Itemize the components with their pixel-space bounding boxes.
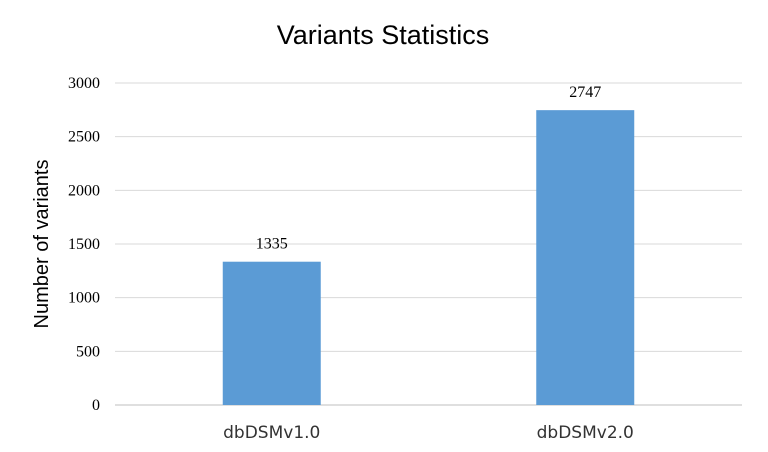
y-axis-label: Number of variants <box>31 160 53 329</box>
bars <box>222 110 635 405</box>
chart-title: Variants Statistics <box>277 20 490 50</box>
y-tick-label: 1000 <box>68 290 100 307</box>
data-label: 2747 <box>569 84 601 101</box>
bar <box>222 261 321 405</box>
data-labels: 1335 2747 <box>256 84 602 253</box>
y-tick-label: 1500 <box>68 236 100 253</box>
data-label: 1335 <box>256 236 288 253</box>
bar <box>536 110 635 405</box>
y-tick-label: 2500 <box>68 129 100 146</box>
y-tick-label: 0 <box>92 397 100 414</box>
y-tick-label: 500 <box>76 343 100 360</box>
x-axis-ticks: dbDSMv1.0 dbDSMv2.0 <box>223 423 634 443</box>
gridlines <box>115 82 742 406</box>
x-tick-label: dbDSMv1.0 <box>223 423 320 443</box>
x-tick-label: dbDSMv2.0 <box>537 423 634 443</box>
y-tick-label: 3000 <box>68 75 100 92</box>
y-axis-ticks: 0 500 1000 1500 2000 2500 3000 <box>68 75 100 414</box>
y-tick-label: 2000 <box>68 182 100 199</box>
